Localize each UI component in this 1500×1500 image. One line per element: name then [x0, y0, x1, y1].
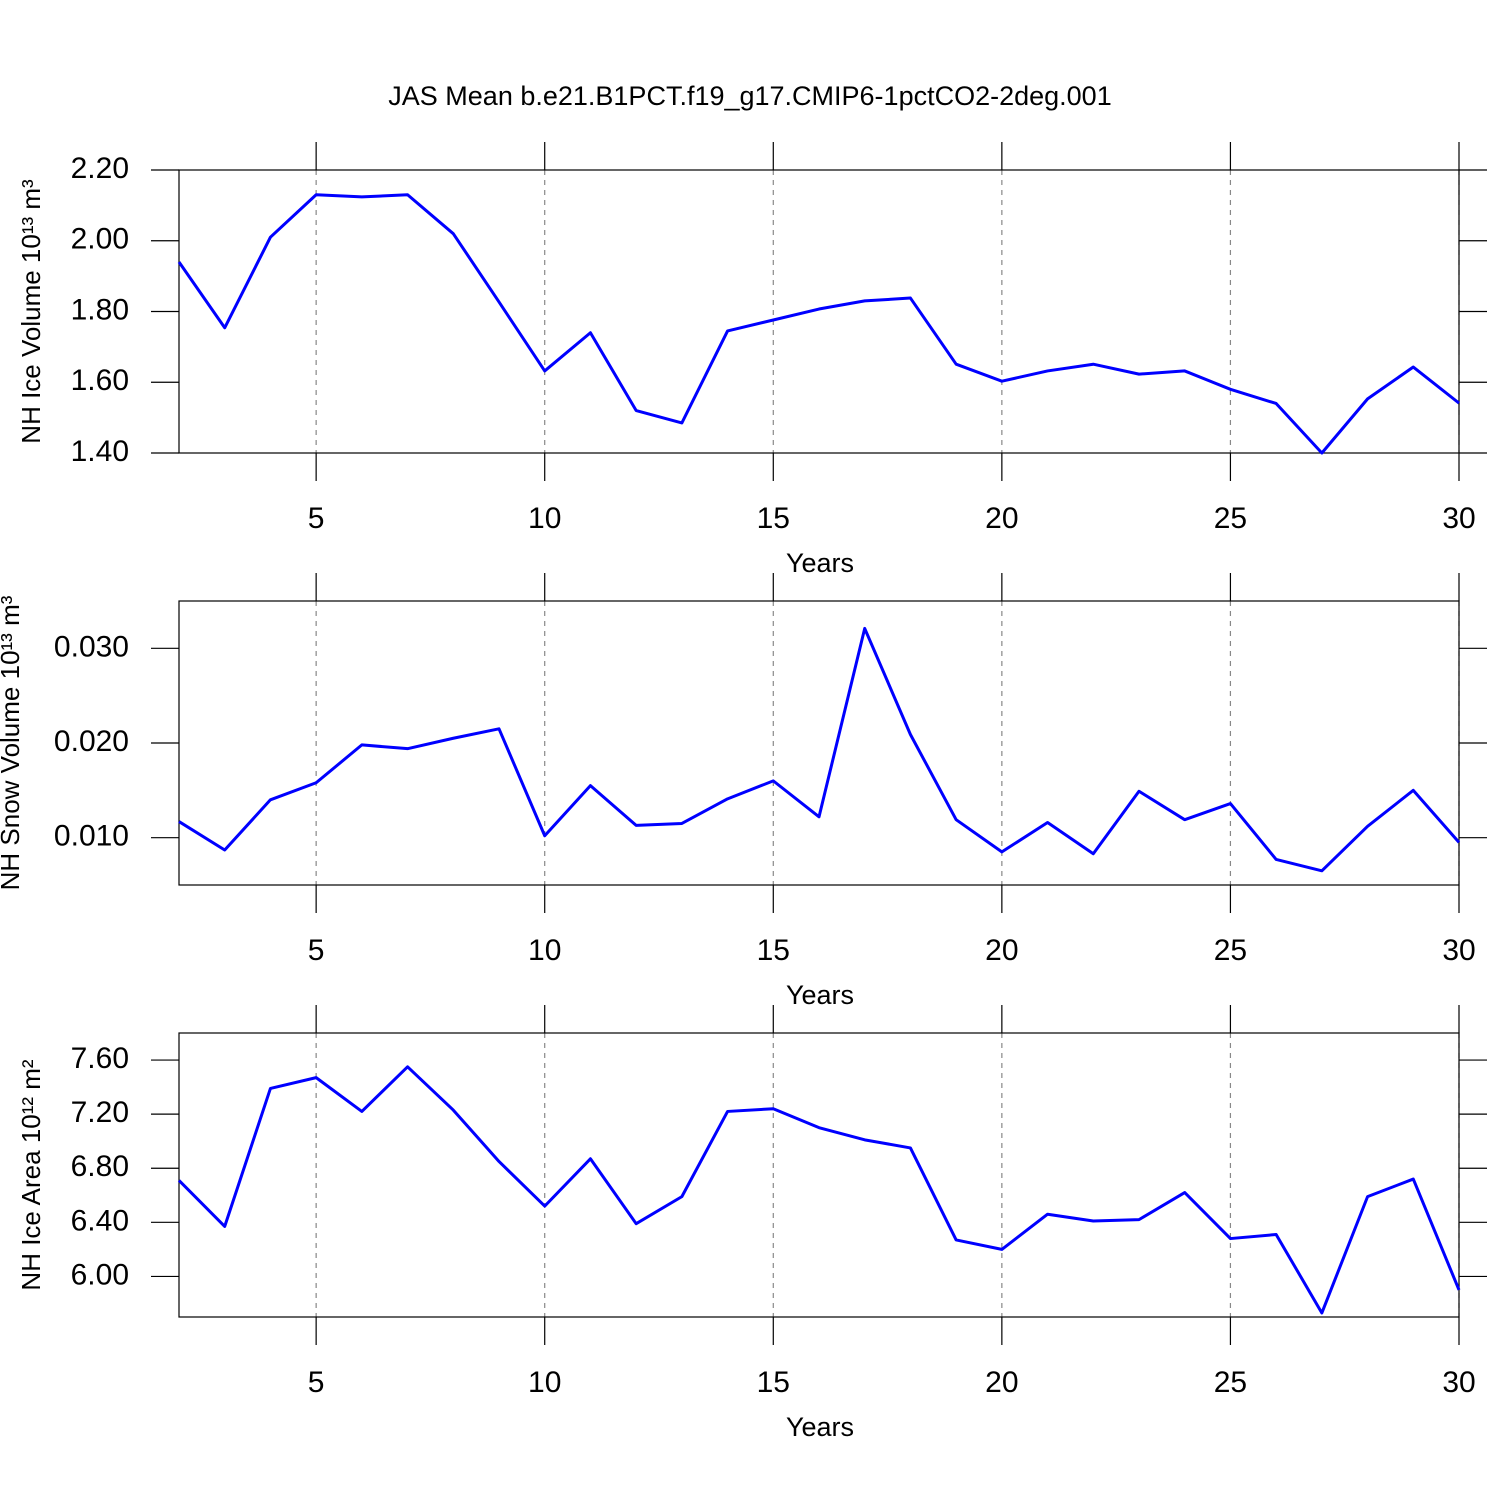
y-tick-label: 7.60 [71, 1042, 129, 1075]
x-axis-label: Years [786, 980, 854, 1010]
y-tick-label: 6.00 [71, 1258, 129, 1291]
y-tick-label: 1.40 [71, 435, 129, 468]
x-tick-label: 25 [1214, 934, 1247, 967]
y-tick-label: 6.80 [71, 1150, 129, 1183]
x-tick-label: 30 [1442, 934, 1475, 967]
plot-frame [178, 169, 1460, 454]
x-tick-label: 15 [757, 934, 790, 967]
x-tick-label: 20 [985, 502, 1018, 535]
x-tick-label: 30 [1442, 502, 1475, 535]
x-tick-label: 25 [1214, 1366, 1247, 1399]
x-tick-label: 5 [308, 1366, 325, 1399]
plot-frame [178, 1032, 1460, 1318]
y-axis-label: NH Ice Volume 10¹³ m³ [16, 179, 46, 444]
x-tick-label: 10 [528, 1366, 561, 1399]
y-tick-label: 7.20 [71, 1096, 129, 1129]
y-tick-label: 2.00 [71, 223, 129, 256]
x-tick-label: 20 [985, 1366, 1018, 1399]
y-tick-label: 6.40 [71, 1204, 129, 1237]
x-tick-label: 5 [308, 502, 325, 535]
x-tick-label: 15 [757, 1366, 790, 1399]
x-tick-label: 5 [308, 934, 325, 967]
y-tick-label: 1.60 [71, 364, 129, 397]
y-axis-label: NH Ice Area 10¹² m² [16, 1059, 46, 1291]
y-tick-label: 0.020 [54, 725, 129, 758]
y-tick-label: 2.20 [71, 152, 129, 185]
y-axis-label: NH Snow Volume 10¹³ m³ [0, 595, 25, 890]
y-tick-label: 0.030 [54, 630, 129, 663]
data-line [177, 1065, 1461, 1315]
x-tick-label: 10 [528, 502, 561, 535]
x-tick-label: 20 [985, 934, 1018, 967]
data-line [177, 193, 1460, 455]
data-line [178, 626, 1461, 873]
x-axis-label: Years [786, 548, 854, 578]
x-tick-label: 15 [757, 502, 790, 535]
x-tick-label: 30 [1442, 1366, 1475, 1399]
x-tick-label: 10 [528, 934, 561, 967]
chart-title: JAS Mean b.e21.B1PCT.f19_g17.CMIP6-1pctC… [388, 81, 1111, 111]
plot-frame [178, 600, 1460, 886]
x-tick-label: 25 [1214, 502, 1247, 535]
y-tick-label: 1.80 [71, 293, 129, 326]
y-tick-label: 0.010 [54, 820, 129, 853]
x-axis-label: Years [786, 1412, 854, 1442]
